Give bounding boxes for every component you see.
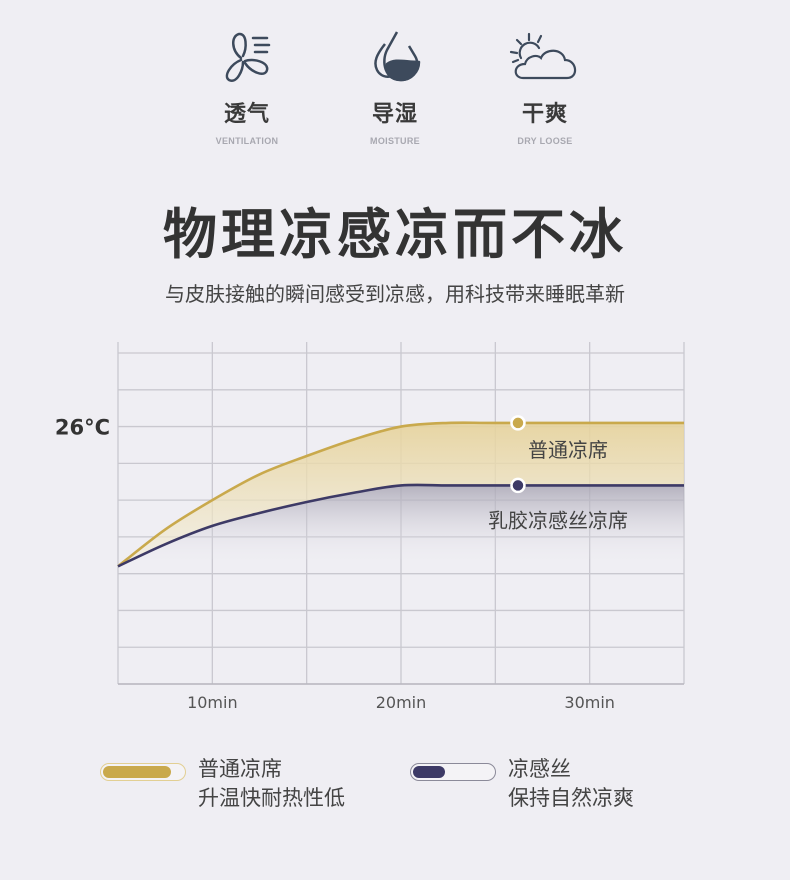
feature-moisture: 导湿 MOISTURE [325,28,465,146]
legend-desc: 升温快耐热性低 [198,786,345,810]
fan-icon [225,32,271,82]
x-tick-label: 30min [564,693,615,712]
legend-regular: 普通凉席 升温快耐热性低 [100,755,345,813]
series-line [117,421,684,568]
feature-dry: 干爽 DRY LOOSE [475,28,615,146]
x-tick-label: 10min [187,693,238,712]
feature-label: 干爽 [521,102,568,127]
legend-swatch-fill [413,766,445,778]
series-line [117,483,684,568]
feature-sublabel: VENTILATION [215,136,279,146]
y-tick-label: 26°C [55,416,110,440]
latex-area [118,484,684,567]
page-title: 物理凉感凉而不冰 [163,203,627,266]
page-subtitle: 与皮肤接触的瞬间感受到凉感，用科技带来睡眠革新 [165,282,625,306]
series-label: 普通凉席 [528,438,608,462]
feature-sublabel: DRY LOOSE [517,136,573,146]
x-tick-label: 20min [376,693,427,712]
legend-title: 普通凉席 [198,757,282,781]
feature-label: 透气 [223,102,270,127]
legend-latex: 凉感丝 保持自然凉爽 [410,755,634,813]
series-marker [510,477,526,494]
sun-cloud-icon [509,32,577,80]
legend-swatch [410,763,496,781]
feature-ventilation: 透气 VENTILATION [177,28,317,146]
feature-label: 导湿 [371,102,418,127]
feature-sublabel: MOISTURE [370,136,420,146]
regular-area [118,422,684,567]
water-drop-icon [374,31,421,82]
legend-title: 凉感丝 [508,757,571,781]
series-marker [510,415,526,431]
legend-swatch-fill [103,766,171,778]
series-label: 乳胶凉感丝凉席 [488,508,628,532]
legend-desc: 保持自然凉爽 [508,786,634,810]
legend-swatch [100,763,186,781]
